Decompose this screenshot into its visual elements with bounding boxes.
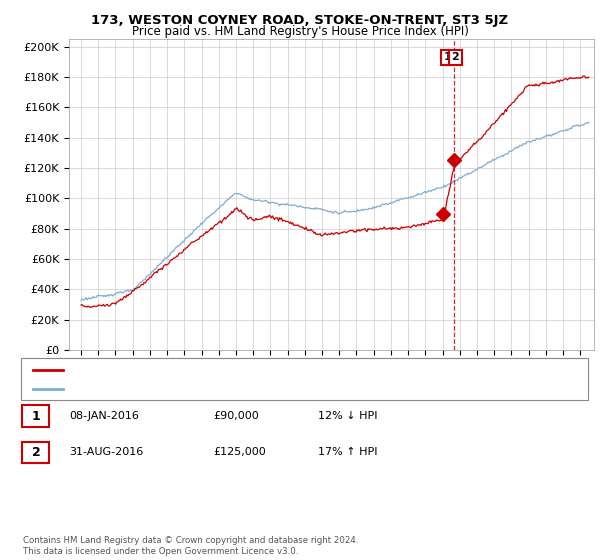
Text: £125,000: £125,000 <box>213 447 266 458</box>
Text: 173, WESTON COYNEY ROAD, STOKE-ON-TRENT, ST3 5JZ: 173, WESTON COYNEY ROAD, STOKE-ON-TRENT,… <box>91 14 509 27</box>
Text: 2: 2 <box>452 53 460 62</box>
Text: 31-AUG-2016: 31-AUG-2016 <box>69 447 143 458</box>
Text: 12% ↓ HPI: 12% ↓ HPI <box>318 411 377 421</box>
Text: 173, WESTON COYNEY ROAD, STOKE-ON-TRENT, ST3 5JZ (semi-detached house): 173, WESTON COYNEY ROAD, STOKE-ON-TRENT,… <box>69 365 469 375</box>
Text: Price paid vs. HM Land Registry's House Price Index (HPI): Price paid vs. HM Land Registry's House … <box>131 25 469 38</box>
Text: 17% ↑ HPI: 17% ↑ HPI <box>318 447 377 458</box>
Text: £90,000: £90,000 <box>213 411 259 421</box>
Text: Contains HM Land Registry data © Crown copyright and database right 2024.
This d: Contains HM Land Registry data © Crown c… <box>23 536 358 556</box>
Text: 08-JAN-2016: 08-JAN-2016 <box>69 411 139 421</box>
Text: 1: 1 <box>32 409 40 423</box>
Text: 2: 2 <box>32 446 40 459</box>
Text: HPI: Average price, semi-detached house, Stoke-on-Trent: HPI: Average price, semi-detached house,… <box>69 384 352 394</box>
Text: 1: 1 <box>444 53 452 62</box>
